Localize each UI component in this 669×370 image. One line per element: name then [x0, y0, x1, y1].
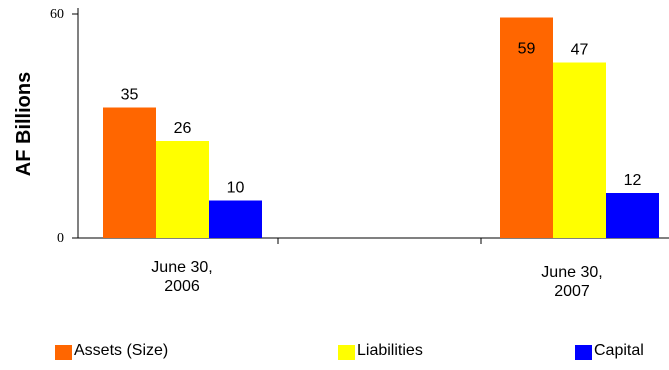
x-category-label: June 30, — [151, 259, 212, 276]
legend-item-assets: Assets (Size) — [55, 342, 168, 360]
legend-item-capital: Capital — [575, 342, 644, 360]
data-label-assets: 59 — [518, 41, 536, 58]
bar-assets — [103, 107, 156, 238]
bar-liabilities — [553, 62, 606, 239]
bar-capital — [606, 193, 659, 238]
legend-swatch-liabilities — [338, 345, 355, 360]
bar-capital — [209, 200, 262, 238]
chart-bars — [103, 17, 659, 239]
data-label-liabilities: 26 — [174, 120, 192, 137]
data-label-assets: 35 — [121, 86, 139, 103]
data-label-liabilities: 47 — [571, 42, 589, 59]
legend-swatch-capital — [575, 345, 592, 360]
data-label-capital: 12 — [624, 172, 642, 189]
legend-label-capital: Capital — [594, 342, 644, 359]
y-tick-label: 60 — [50, 7, 64, 22]
legend-item-liabilities: Liabilities — [338, 342, 423, 360]
bar-chart: 0 60 AF Billions 35 59 26 47 10 12 June 30, 2006 Ju… — [13, 7, 669, 300]
legend-label-liabilities: Liabilities — [357, 342, 423, 359]
y-axis-title: AF Billions — [13, 72, 35, 176]
data-label-capital: 10 — [227, 180, 245, 197]
x-category-label: June 30, — [541, 264, 602, 281]
x-category-label: 2007 — [554, 283, 590, 300]
y-tick-label: 0 — [57, 231, 64, 246]
x-category-label: 2006 — [164, 278, 200, 295]
bar-liabilities — [156, 140, 209, 238]
bar-assets — [500, 17, 553, 238]
chart-legend: Assets (Size) Liabilities Capital — [0, 342, 669, 364]
chart-labels: 0 60 AF Billions 35 59 26 47 10 12 June 30, 2006 Ju… — [13, 7, 642, 300]
legend-label-assets: Assets (Size) — [74, 342, 169, 359]
legend-swatch-assets — [55, 345, 72, 360]
